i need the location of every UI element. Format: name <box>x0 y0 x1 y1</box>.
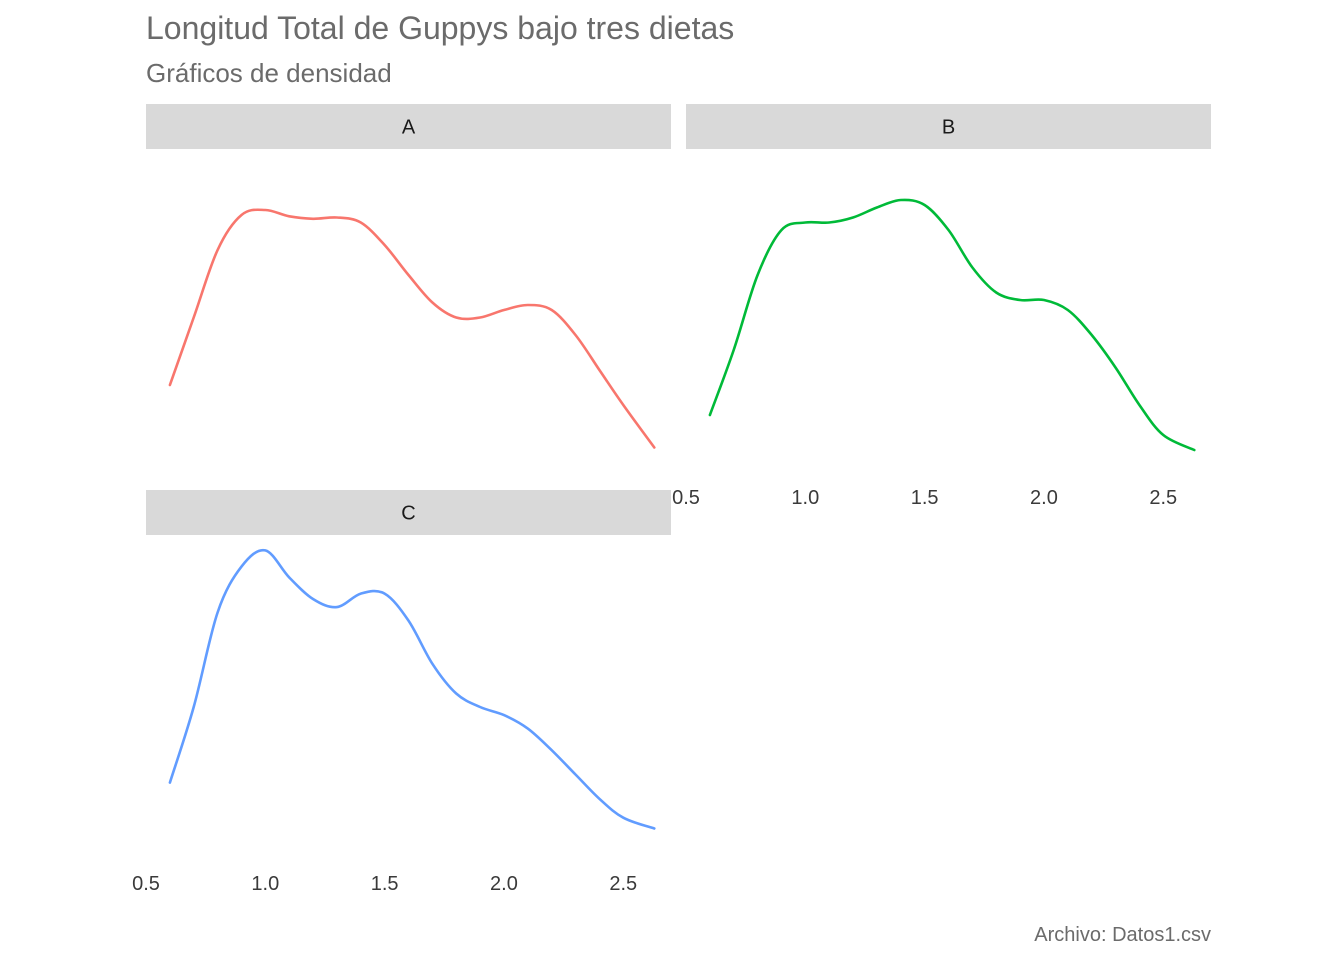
facet-panel-c: C 0.5 1.0 1.5 2.0 2.5 <box>132 490 671 895</box>
facet-strip-label: A <box>402 117 416 139</box>
facet-strip <box>686 104 1211 149</box>
facet-strip-label: C <box>401 503 415 525</box>
chart-caption: Archivo: Datos1.csv <box>1034 924 1211 946</box>
x-tick-label: 2.5 <box>1149 487 1177 509</box>
chart-subtitle: Gráficos de densidad <box>146 58 392 88</box>
facet-panels: A B 0.5 1.0 1.5 2.0 2.5 C 0.5 1.0 1.5 2.0 2.5 <box>132 104 1211 895</box>
x-tick-label: 0.5 <box>672 487 700 509</box>
facet-strip <box>146 490 671 535</box>
density-line-b <box>708 198 1196 452</box>
density-line-a <box>168 208 656 449</box>
facet-panel-b: B 0.5 1.0 1.5 2.0 2.5 <box>672 104 1211 509</box>
facet-panel-a: A <box>146 104 671 449</box>
facet-strip <box>146 104 671 149</box>
density-line-c <box>168 548 656 830</box>
x-tick-label: 1.5 <box>911 487 939 509</box>
x-tick-label: 1.5 <box>371 873 399 895</box>
chart-title: Longitud Total de Guppys bajo tres dieta… <box>146 10 734 46</box>
x-tick-label: 1.0 <box>251 873 279 895</box>
facet-strip-label: B <box>942 117 955 139</box>
x-tick-label: 2.5 <box>609 873 637 895</box>
x-tick-label: 2.0 <box>490 873 518 895</box>
x-tick-label: 1.0 <box>791 487 819 509</box>
x-tick-label: 2.0 <box>1030 487 1058 509</box>
x-tick-label: 0.5 <box>132 873 160 895</box>
